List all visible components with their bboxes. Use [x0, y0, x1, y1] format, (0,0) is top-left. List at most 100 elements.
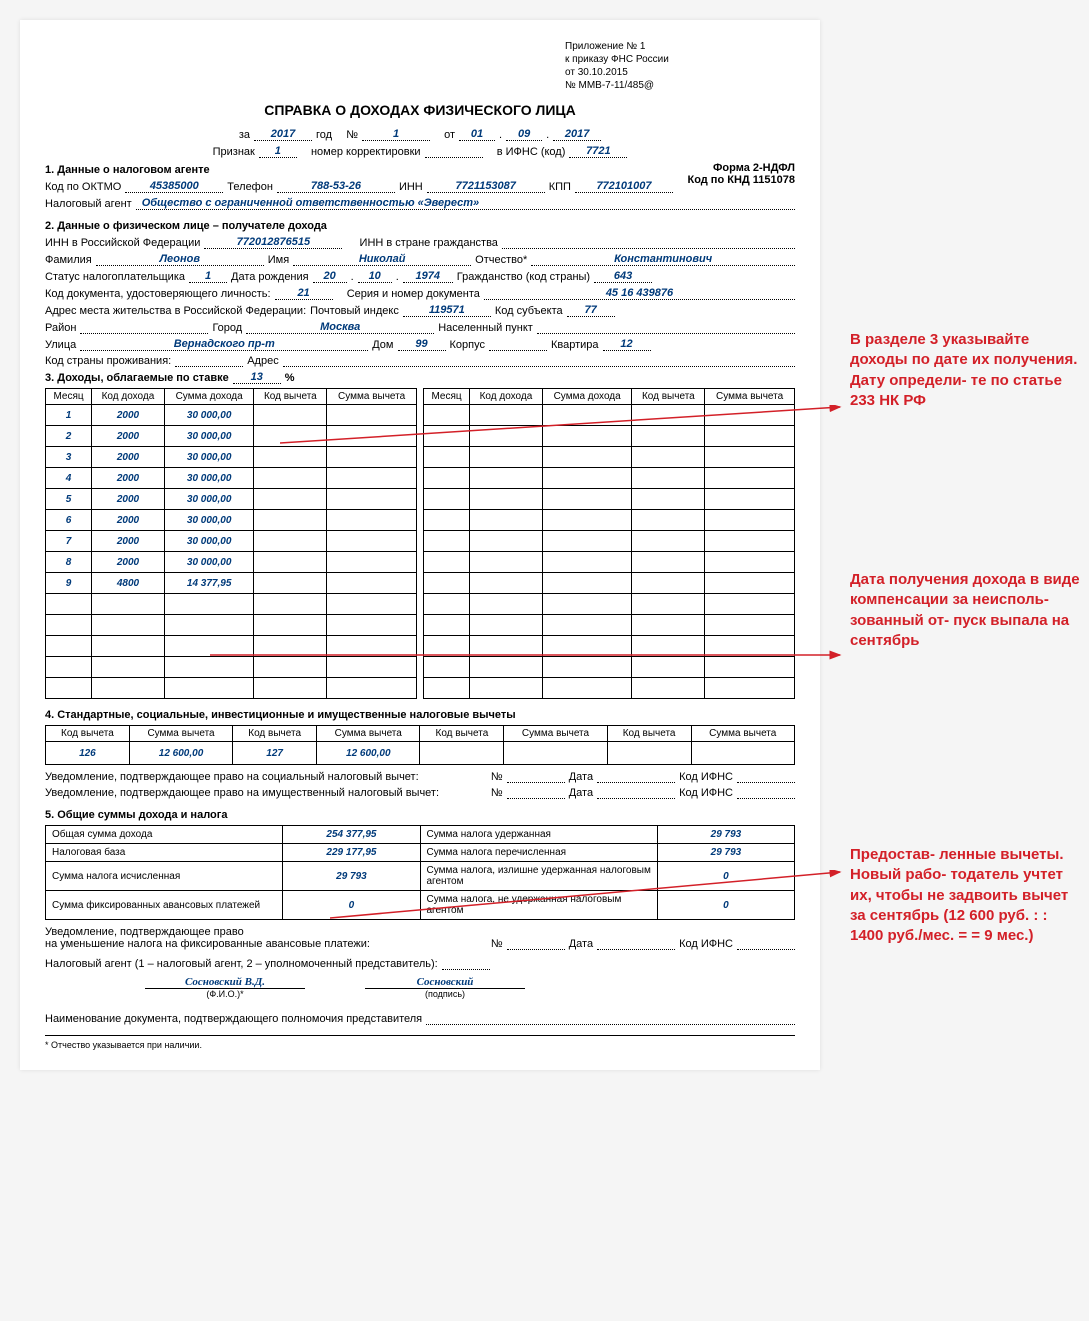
income-cell: [424, 405, 470, 426]
income-cell: [705, 489, 795, 510]
income-row: [424, 531, 795, 552]
totals-cell: Сумма налога удержанная: [420, 826, 657, 844]
income-row: [46, 636, 417, 657]
ded-col: Сумма вычета: [691, 726, 794, 742]
totals-cell: Сумма фиксированных авансовых платежей: [46, 891, 283, 920]
fio-lbl: (Ф.И.О.)*: [145, 989, 305, 999]
separator: [45, 1035, 795, 1036]
income-cell: [164, 657, 254, 678]
ded-cell: 127: [233, 742, 317, 765]
income-cell: [424, 510, 470, 531]
income-cell: [46, 615, 92, 636]
income-cell: 4800: [92, 573, 165, 594]
ded-cell: [504, 742, 607, 765]
income-cell: [542, 426, 632, 447]
addr-lbl: Адрес места жительства в Российской Феде…: [45, 305, 306, 317]
s5-ifns: [737, 949, 795, 950]
income-cell: [254, 489, 327, 510]
korp-val: [489, 350, 547, 351]
income-cell: [632, 426, 705, 447]
ded-col: Код вычета: [233, 726, 317, 742]
income-cell: [470, 426, 543, 447]
s3-head-row: 3. Доходы, облагаемые по ставке 13 %: [45, 371, 795, 384]
addr2-lbl: Адрес: [247, 355, 279, 367]
uv2-lbl: Уведомление, подтверждающее право на иму…: [45, 787, 439, 799]
income-row: [46, 678, 417, 699]
agent-val: Общество с ограниченной ответственностью…: [136, 197, 795, 210]
income-cell: [470, 636, 543, 657]
m-val: 09: [506, 128, 542, 141]
income-col: Месяц: [424, 389, 470, 405]
income-cell: [470, 531, 543, 552]
income-cell: [705, 678, 795, 699]
income-cell: 14 377,95: [164, 573, 254, 594]
grazh-lbl: Гражданство (код страны): [457, 271, 590, 283]
s5-no-lbl: №: [491, 938, 503, 950]
income-cell: [470, 510, 543, 531]
income-cell: [424, 531, 470, 552]
s5-date: [597, 949, 675, 950]
ot-lbl: от: [444, 129, 455, 141]
income-cell: 30 000,00: [164, 552, 254, 573]
status-lbl: Статус налогоплательщика: [45, 271, 185, 283]
income-cell: [705, 552, 795, 573]
totals-cell: 29 793: [657, 844, 794, 862]
income-cell: [542, 510, 632, 531]
s3-pct: %: [285, 372, 295, 384]
totals-cell: 229 177,95: [283, 844, 420, 862]
fam-lbl: Фамилия: [45, 254, 92, 266]
income-row: [424, 447, 795, 468]
income-cell: [542, 615, 632, 636]
totals-cell: Общая сумма дохода: [46, 826, 283, 844]
name-val: Николай: [293, 253, 471, 266]
priznak-lbl: Признак: [213, 146, 255, 158]
god-lbl: год: [316, 129, 332, 141]
sig-lbl: (подпись): [365, 989, 525, 999]
inn-gr-val: [502, 248, 795, 249]
ded-col: Код вычета: [46, 726, 130, 742]
income-cell: [46, 678, 92, 699]
income-row: 6200030 000,00: [46, 510, 417, 531]
otch-val: Константинович: [531, 253, 795, 266]
income-cell: [424, 615, 470, 636]
ded-col: Сумма вычета: [504, 726, 607, 742]
uv2-date: [597, 798, 675, 799]
income-cell: [327, 426, 417, 447]
s2-r2: Фамилия Леонов Имя Николай Отчество* Кон…: [45, 253, 795, 266]
income-cell: [164, 615, 254, 636]
totals-cell: Сумма налога исчисленная: [46, 862, 283, 891]
income-cell: [254, 636, 327, 657]
s3-head: 3. Доходы, облагаемые по ставке: [45, 372, 229, 384]
income-cell: [254, 468, 327, 489]
deductions-table: Код вычета Сумма вычета Код вычета Сумма вы…: [45, 725, 795, 765]
income-cell: [327, 531, 417, 552]
s1-row1: Код по ОКТМО 45385000 Телефон 788-53-26 …: [45, 180, 795, 193]
income-cell: [632, 594, 705, 615]
income-row: [424, 615, 795, 636]
doc-code-lbl: Код документа, удостоверяющего личность:: [45, 288, 271, 300]
s3-rate: 13: [233, 371, 281, 384]
income-cell: 2000: [92, 468, 165, 489]
dob-m: 10: [358, 270, 392, 283]
income-cell: 9: [46, 573, 92, 594]
s2-r8: Код страны проживания: Адрес: [45, 355, 795, 367]
s4-uv2: Уведомление, подтверждающее право на иму…: [45, 787, 795, 799]
income-cell: [327, 657, 417, 678]
ded-cell: [607, 742, 691, 765]
no-lbl: №: [346, 129, 358, 141]
income-cell: 2000: [92, 405, 165, 426]
s2-r1: ИНН в Российской Федерации 772012876515 …: [45, 236, 795, 249]
income-cell: [254, 426, 327, 447]
annotation-3: Предостав- ленные вычеты. Новый рабо- то…: [850, 845, 1080, 946]
korr-val: [425, 157, 483, 158]
dob-lbl: Дата рождения: [231, 271, 309, 283]
sig-val: Сосновский: [365, 976, 525, 989]
income-cell: [46, 636, 92, 657]
income-cell: [327, 636, 417, 657]
income-cell: [254, 573, 327, 594]
income-cell: [92, 678, 165, 699]
kpp-lbl: КПП: [549, 181, 571, 193]
income-cell: [705, 615, 795, 636]
doc-ser-val: 45 16 439876: [484, 287, 795, 300]
income-row: [46, 594, 417, 615]
